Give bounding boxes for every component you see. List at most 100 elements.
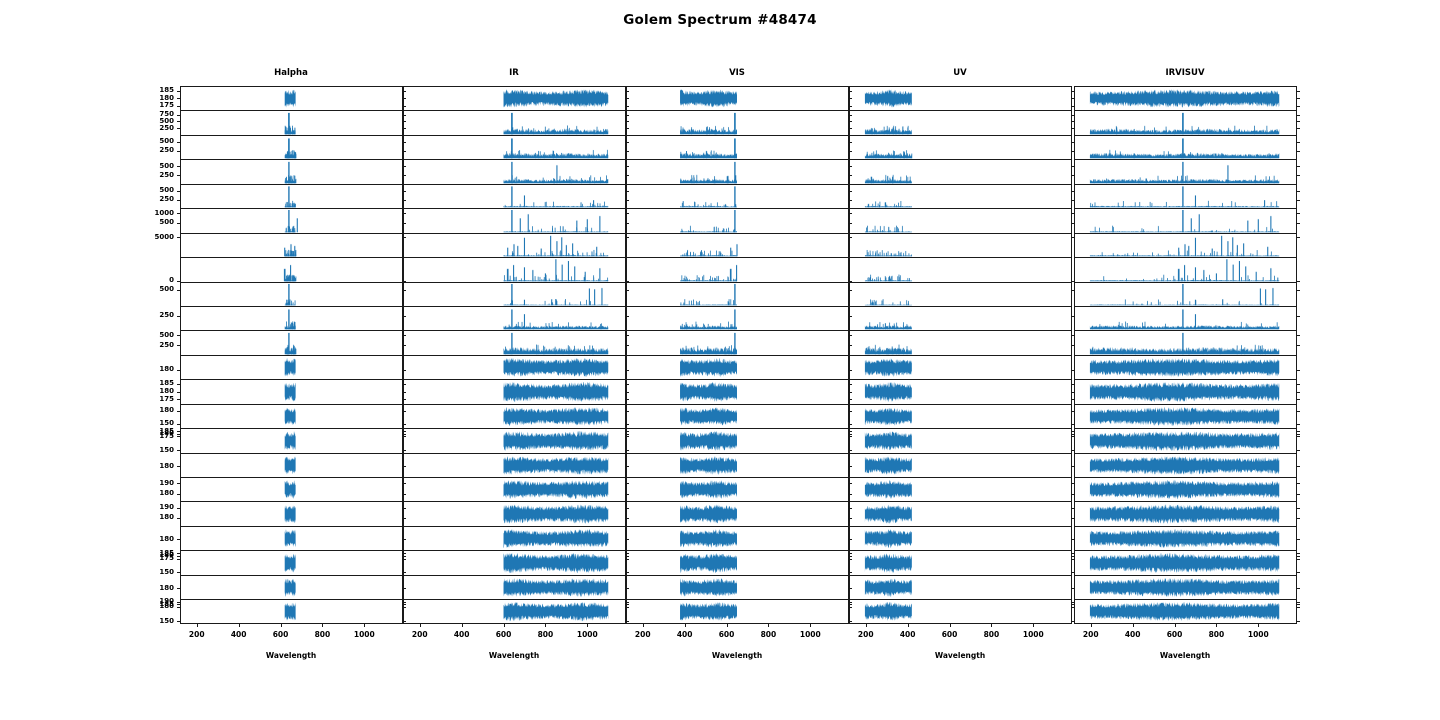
spectrum-cell[interactable] <box>849 183 1071 209</box>
spectrum-cell[interactable] <box>180 208 402 233</box>
spectrum-cell[interactable] <box>626 599 848 624</box>
spectrum-cell[interactable] <box>626 281 848 306</box>
spectrum-cell[interactable] <box>403 354 625 380</box>
spectrum-cell[interactable] <box>1074 305 1296 331</box>
spectrum-cell[interactable] <box>1074 525 1296 551</box>
spectrum-cell[interactable] <box>180 86 402 111</box>
spectrum-cell[interactable] <box>180 281 402 306</box>
spectrum-cell[interactable] <box>1074 86 1296 111</box>
spectrum-cell[interactable] <box>403 452 625 477</box>
spectrum-cell[interactable] <box>403 330 625 355</box>
spectrum-cell[interactable] <box>626 86 848 111</box>
spectrum-cell[interactable] <box>1074 159 1296 184</box>
spectrum-cell[interactable] <box>1074 110 1296 135</box>
spectrum-cell[interactable] <box>403 208 625 233</box>
spectrum-cell[interactable] <box>180 183 402 209</box>
spectrum-cell[interactable] <box>1074 428 1296 453</box>
spectrum-cell[interactable] <box>180 428 402 453</box>
spectrum-cell[interactable] <box>1074 599 1296 624</box>
spectrum-cell[interactable] <box>849 477 1071 502</box>
spectrum-cell[interactable] <box>849 550 1071 575</box>
spectrum-cell[interactable] <box>180 134 402 160</box>
spectrum-cell[interactable] <box>626 550 848 575</box>
spectrum-cell[interactable] <box>180 501 402 526</box>
spectrum-cell[interactable] <box>626 159 848 184</box>
spectrum-cell[interactable] <box>403 134 625 160</box>
spectrum-cell[interactable] <box>403 305 625 331</box>
spectrum-cell[interactable] <box>849 159 1071 184</box>
spectrum-cell[interactable] <box>626 110 848 135</box>
spectrum-cell[interactable] <box>849 330 1071 355</box>
spectrum-cell[interactable] <box>849 403 1071 429</box>
spectrum-cell[interactable] <box>403 477 625 502</box>
spectrum-cell[interactable] <box>626 232 848 258</box>
spectrum-cell[interactable] <box>849 354 1071 380</box>
spectrum-cell[interactable] <box>403 110 625 135</box>
spectrum-cell[interactable] <box>403 428 625 453</box>
spectrum-cell[interactable] <box>403 257 625 282</box>
spectrum-cell[interactable] <box>849 525 1071 551</box>
spectrum-cell[interactable] <box>626 574 848 600</box>
spectrum-cell[interactable] <box>1074 208 1296 233</box>
spectrum-cell[interactable] <box>626 525 848 551</box>
spectrum-cell[interactable] <box>849 232 1071 258</box>
spectrum-cell[interactable] <box>1074 281 1296 306</box>
spectrum-cell[interactable] <box>849 305 1071 331</box>
spectrum-cell[interactable] <box>180 159 402 184</box>
spectrum-cell[interactable] <box>180 305 402 331</box>
spectrum-cell[interactable] <box>403 183 625 209</box>
spectrum-cell[interactable] <box>403 599 625 624</box>
spectrum-cell[interactable] <box>849 501 1071 526</box>
spectrum-cell[interactable] <box>1074 257 1296 282</box>
spectrum-cell[interactable] <box>849 110 1071 135</box>
spectrum-cell[interactable] <box>180 599 402 624</box>
spectrum-cell[interactable] <box>626 208 848 233</box>
spectrum-cell[interactable] <box>1074 574 1296 600</box>
spectrum-cell[interactable] <box>1074 134 1296 160</box>
spectrum-cell[interactable] <box>849 452 1071 477</box>
spectrum-cell[interactable] <box>180 477 402 502</box>
spectrum-cell[interactable] <box>403 379 625 404</box>
spectrum-cell[interactable] <box>849 86 1071 111</box>
spectrum-cell[interactable] <box>180 550 402 575</box>
spectrum-cell[interactable] <box>849 208 1071 233</box>
spectrum-cell[interactable] <box>849 599 1071 624</box>
spectrum-cell[interactable] <box>849 379 1071 404</box>
spectrum-cell[interactable] <box>626 403 848 429</box>
spectrum-cell[interactable] <box>849 281 1071 306</box>
spectrum-cell[interactable] <box>180 330 402 355</box>
spectrum-cell[interactable] <box>1074 379 1296 404</box>
spectrum-cell[interactable] <box>626 428 848 453</box>
spectrum-cell[interactable] <box>626 379 848 404</box>
spectrum-cell[interactable] <box>626 501 848 526</box>
spectrum-cell[interactable] <box>626 257 848 282</box>
spectrum-cell[interactable] <box>626 330 848 355</box>
spectrum-cell[interactable] <box>1074 183 1296 209</box>
spectrum-cell[interactable] <box>403 501 625 526</box>
spectrum-cell[interactable] <box>403 525 625 551</box>
spectrum-cell[interactable] <box>403 574 625 600</box>
spectrum-cell[interactable] <box>180 403 402 429</box>
spectrum-cell[interactable] <box>1074 477 1296 502</box>
spectrum-cell[interactable] <box>180 525 402 551</box>
spectrum-cell[interactable] <box>1074 232 1296 258</box>
spectrum-cell[interactable] <box>403 403 625 429</box>
spectrum-cell[interactable] <box>180 232 402 258</box>
spectrum-cell[interactable] <box>180 257 402 282</box>
spectrum-cell[interactable] <box>849 574 1071 600</box>
spectrum-cell[interactable] <box>180 379 402 404</box>
spectrum-cell[interactable] <box>1074 403 1296 429</box>
spectrum-cell[interactable] <box>180 110 402 135</box>
spectrum-cell[interactable] <box>403 232 625 258</box>
spectrum-cell[interactable] <box>849 428 1071 453</box>
spectrum-cell[interactable] <box>626 354 848 380</box>
spectrum-cell[interactable] <box>1074 354 1296 380</box>
spectrum-cell[interactable] <box>849 134 1071 160</box>
spectrum-cell[interactable] <box>626 477 848 502</box>
spectrum-cell[interactable] <box>849 257 1071 282</box>
spectrum-cell[interactable] <box>403 86 625 111</box>
spectrum-cell[interactable] <box>180 574 402 600</box>
spectrum-cell[interactable] <box>180 354 402 380</box>
spectrum-cell[interactable] <box>1074 452 1296 477</box>
spectrum-cell[interactable] <box>403 159 625 184</box>
